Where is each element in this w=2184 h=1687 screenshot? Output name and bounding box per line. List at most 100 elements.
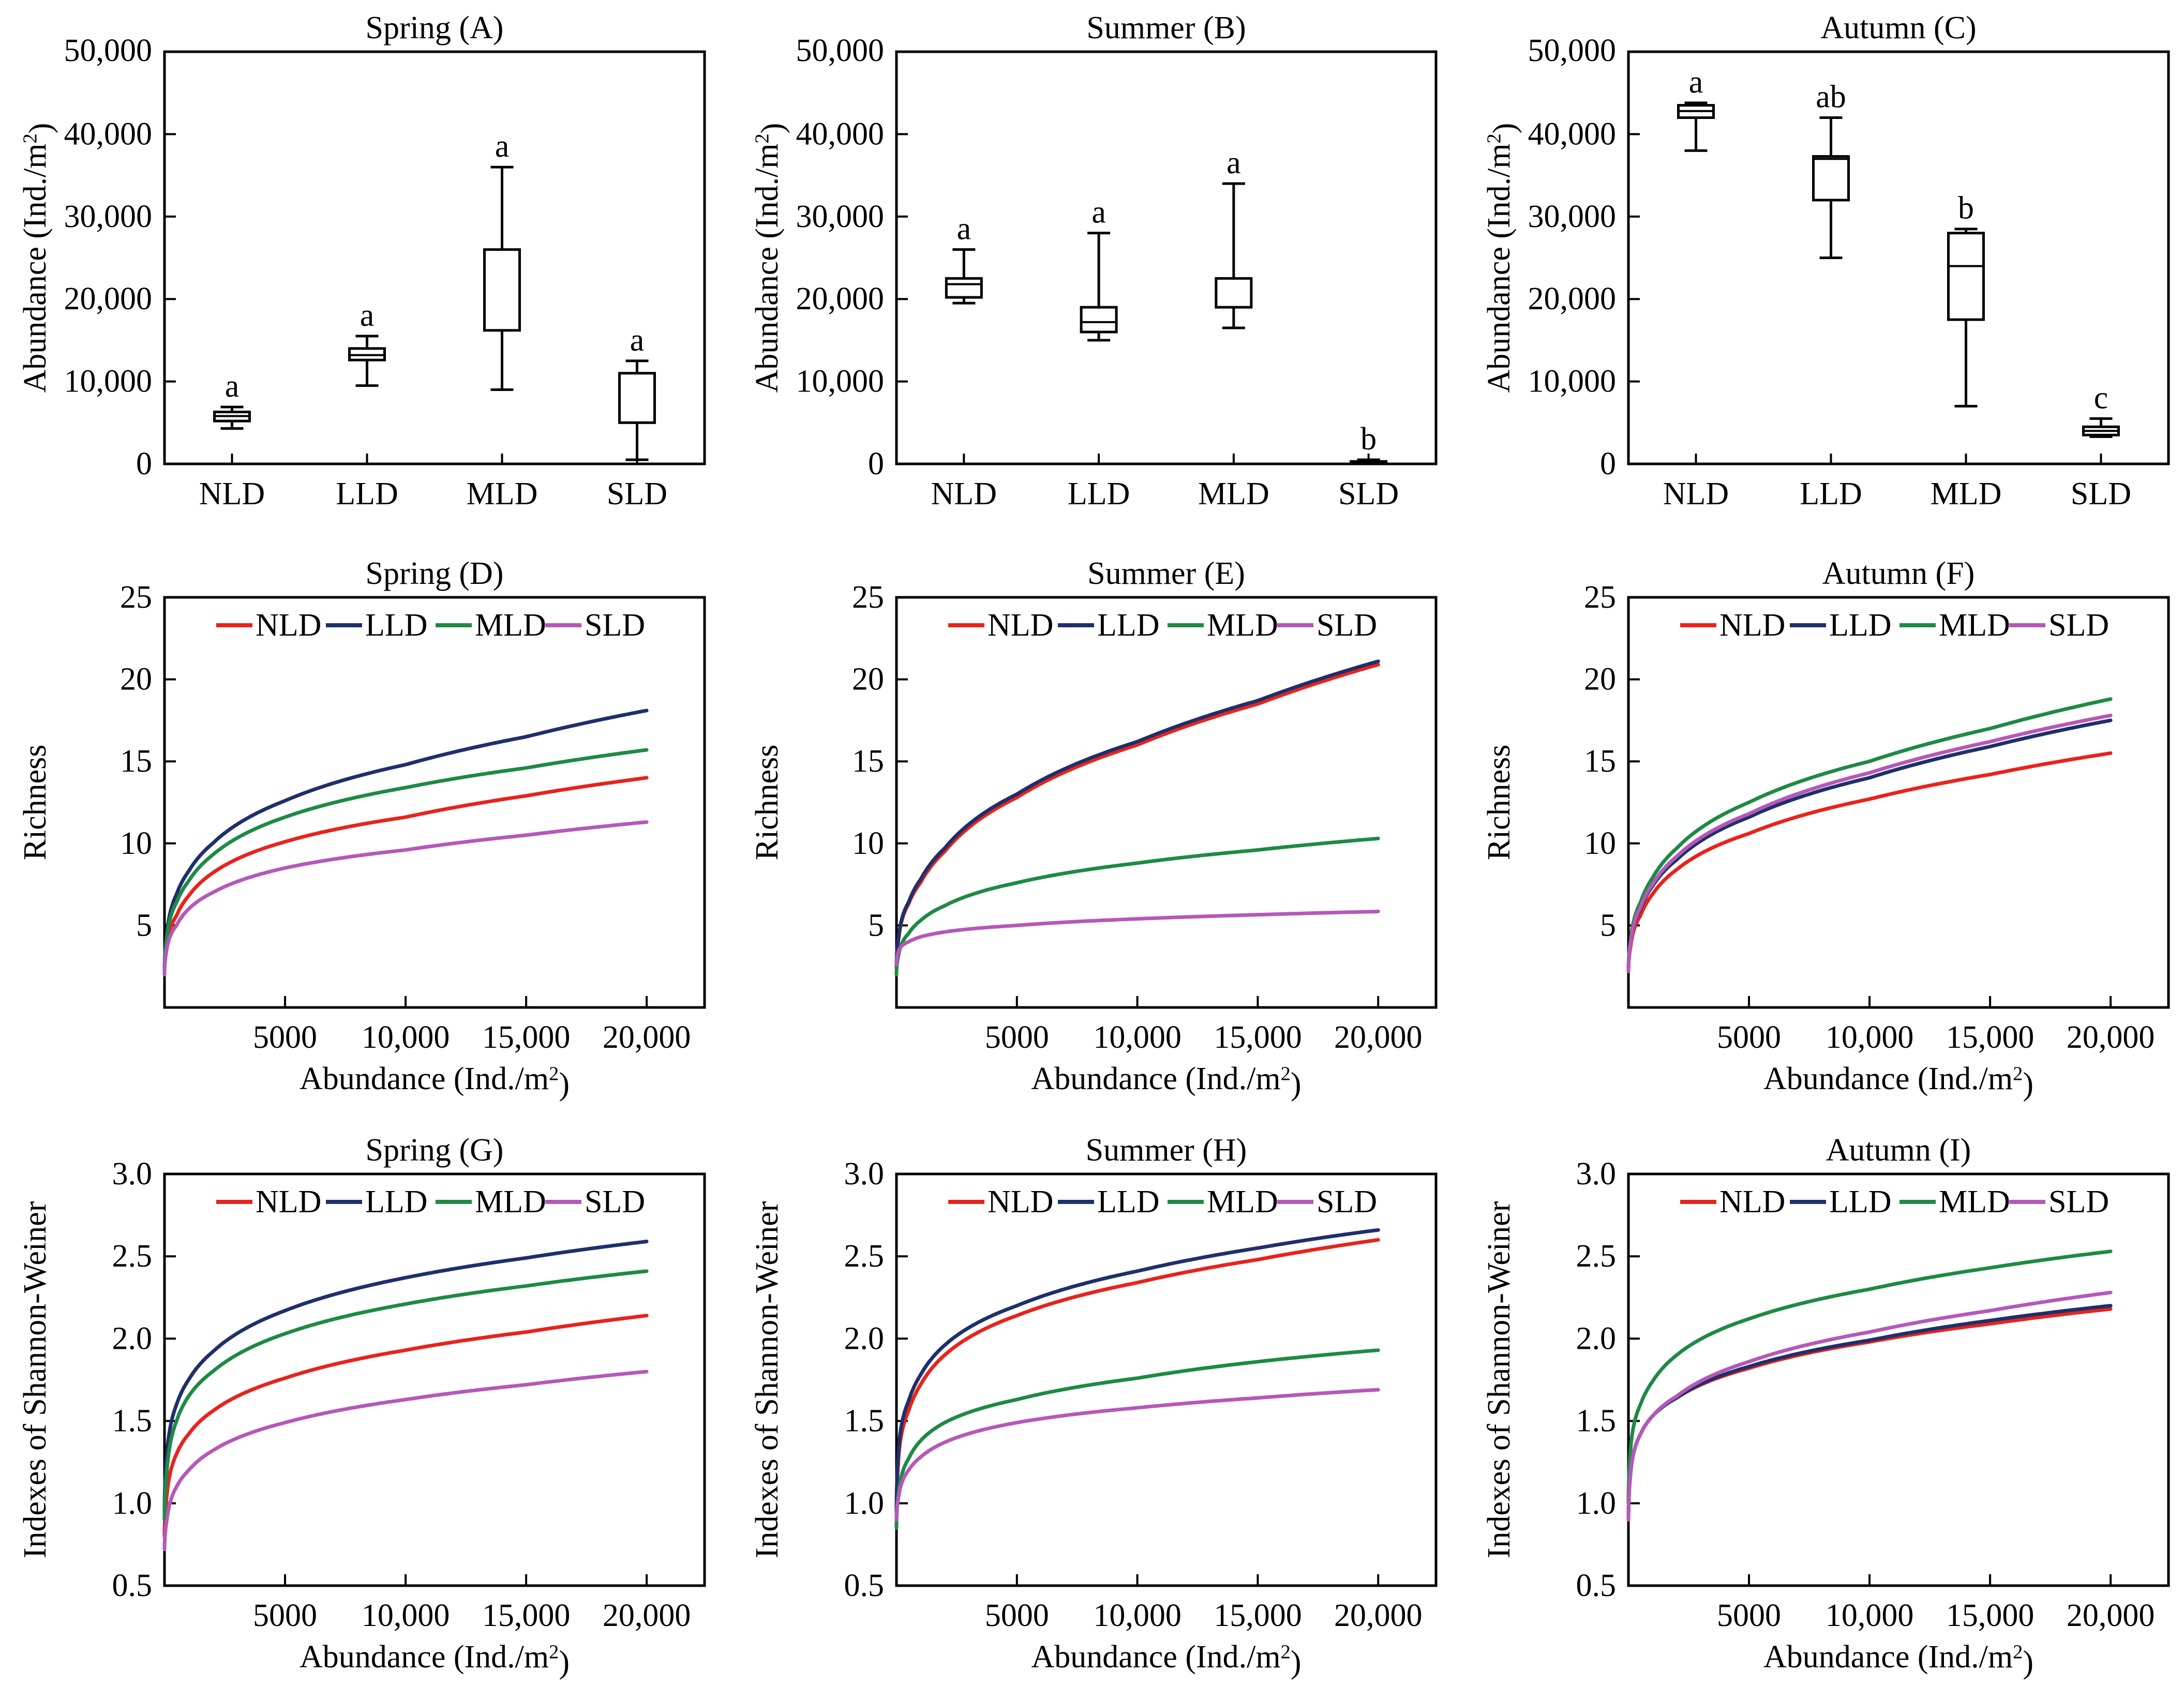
x-tick-label: 15,000 [1214,1020,1302,1055]
box-mld: a MLD [1198,145,1269,511]
y-tick-label: 20 [1584,662,1616,697]
y-tick-label: 1.5 [112,1404,153,1439]
legend: NLD LLD MLD SLD [948,608,1377,643]
box-iqr [1947,232,1985,321]
x-axis-label: Abundance (Ind./m2) [300,1061,570,1102]
series-line-lld [894,659,1380,969]
y-axis-label: Abundance (Ind./m2) [18,123,58,393]
x-axis-label-sup: 2 [1281,1641,1291,1663]
significance-letter: a [957,212,971,247]
y-tick-label: 10 [1584,826,1616,861]
y-tick-label: 30,000 [1528,199,1617,234]
significance-letter: a [1091,195,1106,230]
panel-title: Spring (G) [366,1133,504,1168]
x-axis-label-sup: 2 [549,1641,559,1663]
panel-h: Summer (H) 0.5 1.0 1.5 2.0 2.5 3.0 Indexes of S… [750,1133,1438,1680]
y-tick-label: 10,000 [1528,364,1617,399]
y-tick-label: 20 [852,662,884,697]
y-tick-label: 20,000 [64,281,153,317]
y-tick-label: 40,000 [1528,116,1617,152]
y-tick-label: 30,000 [796,199,885,234]
x-tick-label: 10,000 [1826,1598,1914,1633]
plot-frame [1627,596,2170,1009]
significance-letter: a [1226,145,1241,180]
y-axis-label-text: Richness [18,745,53,861]
x-axis-label-text: Abundance (Ind./m [300,1639,549,1675]
significance-letter: b [1360,421,1377,457]
panel-e: Summer (E) 5 10 15 20 25 Richness 5000 10,000 15,… [750,556,1438,1102]
box-iqr [1812,155,1850,202]
legend-label-lld: LLD [365,608,428,643]
series-line-nld [894,1238,1380,1518]
legend-label-sld: SLD [585,608,645,643]
series-line-lld [894,1228,1380,1514]
y-tick-label: 15 [1584,744,1616,779]
x-tick-label: 10,000 [1093,1020,1181,1055]
y-axis-label-text: Indexes of Shannon-Weiner [1482,1201,1517,1558]
y-axis-label-end: ) [755,123,790,134]
x-tick-label: 15,000 [1946,1598,2035,1633]
series-line-lld [162,709,649,973]
panel-title: Spring (D) [366,556,504,591]
box-iqr [1080,306,1118,334]
panel-c: Autumn (C) 0 10,000 20,000 30,000 40,000 50,00… [1482,10,2170,511]
x-axis-label: Abundance (Ind./m2) [1763,1639,2033,1680]
legend: NLD LLD MLD SLD [1680,608,2109,643]
y-axis-label-text: Indexes of Shannon-Weiner [750,1201,785,1558]
legend: NLD LLD MLD SLD [1680,1184,2109,1219]
x-tick-label: 5000 [253,1020,317,1055]
series-line-sld [894,909,1380,967]
legend-label-nld: NLD [988,608,1053,643]
x-tick-label: 15,000 [1946,1020,2035,1055]
y-tick-label: 1.5 [844,1404,885,1439]
legend-label-lld: LLD [1097,608,1160,643]
x-category-label: SLD [607,476,667,511]
y-tick-label: 2.0 [112,1321,153,1356]
y-tick-label: 2.5 [844,1239,885,1274]
plot-frame [163,596,706,1009]
y-tick-label: 20 [120,662,152,697]
y-axis-label: Indexes of Shannon-Weiner [750,1201,785,1558]
x-axis-label-text: Abundance (Ind./m [1763,1061,2013,1096]
box-iqr [945,277,983,299]
legend-label-sld: SLD [2048,608,2109,643]
legend-label-sld: SLD [585,1184,645,1219]
x-tick-label: 5000 [1717,1598,1781,1633]
y-axis-label-sup: 2 [752,133,773,143]
y-axis-label: Indexes of Shannon-Weiner [18,1201,53,1558]
y-tick-label: 0 [1600,446,1616,481]
legend-label-nld: NLD [988,1184,1053,1219]
x-category-label: MLD [1198,476,1269,511]
series-line-lld [1626,718,2113,973]
legend-label-mld: MLD [1207,608,1278,643]
legend: NLD LLD MLD SLD [948,1184,1377,1219]
y-tick-label: 5 [136,908,152,943]
x-axis-label-text: Abundance (Ind./m [1763,1639,2013,1675]
x-axis-label-text: Abundance (Ind./m [1031,1061,1281,1096]
y-tick-label: 30,000 [64,199,153,234]
y-axis-label-sup: 2 [1484,133,1505,143]
series-line-sld [1626,713,2113,973]
series-line-sld [162,820,649,977]
x-axis-label-end: ) [559,1645,570,1680]
x-tick-label: 20,000 [2067,1598,2155,1633]
y-tick-label: 2.0 [844,1321,885,1356]
significance-letter: a [225,369,240,404]
legend-label-nld: NLD [1719,1184,1785,1219]
legend-label-sld: SLD [1317,1184,1377,1219]
y-tick-label: 50,000 [796,33,885,68]
panel-title: Summer (H) [1086,1133,1247,1168]
y-tick-label: 20,000 [796,281,885,317]
significance-letter: a [1689,65,1703,100]
series-line-sld [894,1388,1380,1522]
significance-letter: a [495,129,510,164]
panel-d: Spring (D) 5 10 15 20 25 Richness 5000 10,000 15,… [18,556,706,1102]
box-mld: b MLD [1931,191,2002,511]
y-axis-label-text: Richness [1482,745,1517,861]
x-tick-label: 5000 [985,1598,1049,1633]
significance-letter: a [360,298,375,333]
x-category-label: MLD [1931,476,2002,511]
panel-g: Spring (G) 0.5 1.0 1.5 2.0 2.5 3.0 Indexes of S… [18,1133,706,1680]
x-axis-label-end: ) [1291,1067,1302,1102]
